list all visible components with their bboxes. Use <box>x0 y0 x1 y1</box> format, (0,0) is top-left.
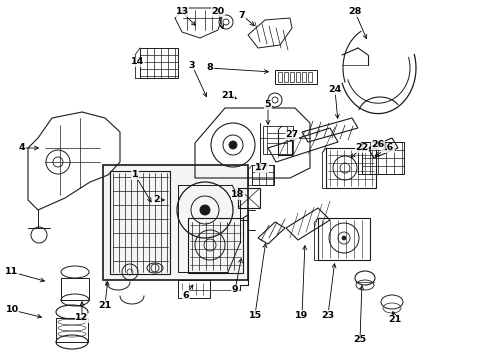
Text: 21: 21 <box>221 90 234 99</box>
Text: 28: 28 <box>347 8 361 17</box>
Text: 16: 16 <box>381 144 394 153</box>
Bar <box>61 278 89 300</box>
Bar <box>307 72 311 82</box>
Bar <box>103 165 247 280</box>
Bar <box>302 72 305 82</box>
Text: 3: 3 <box>188 60 195 69</box>
Circle shape <box>200 205 209 215</box>
Text: 4: 4 <box>19 144 25 153</box>
Bar <box>278 72 282 82</box>
Text: 18: 18 <box>231 190 244 199</box>
Text: 21: 21 <box>387 315 401 324</box>
Text: 11: 11 <box>5 267 19 276</box>
Circle shape <box>341 236 346 240</box>
Text: 24: 24 <box>328 85 341 94</box>
Bar <box>140 48 178 78</box>
Bar <box>238 188 260 208</box>
Text: 22: 22 <box>355 144 368 153</box>
Text: 13: 13 <box>175 8 188 17</box>
Bar <box>251 165 273 185</box>
Bar <box>317 218 369 260</box>
Bar <box>187 218 243 273</box>
Bar <box>263 126 292 154</box>
Text: 1: 1 <box>131 171 138 180</box>
Bar <box>274 70 316 84</box>
Bar <box>289 72 293 82</box>
Bar <box>110 171 170 274</box>
Text: 10: 10 <box>5 306 19 315</box>
Bar <box>361 142 403 174</box>
Text: 8: 8 <box>206 63 213 72</box>
Text: 12: 12 <box>75 314 88 323</box>
Bar <box>295 72 299 82</box>
Bar <box>56 318 88 342</box>
Text: 21: 21 <box>98 301 111 310</box>
Text: 7: 7 <box>238 10 245 19</box>
Text: 15: 15 <box>248 310 261 320</box>
Text: 14: 14 <box>131 58 144 67</box>
Text: 25: 25 <box>353 336 366 345</box>
Bar <box>325 148 375 188</box>
Bar <box>178 280 209 298</box>
Text: 23: 23 <box>321 310 334 320</box>
Text: 17: 17 <box>255 163 268 172</box>
Text: 5: 5 <box>264 100 271 109</box>
Text: 6: 6 <box>183 291 189 300</box>
Text: 19: 19 <box>295 310 308 320</box>
Text: 2: 2 <box>153 195 160 204</box>
Text: 27: 27 <box>285 130 298 139</box>
Text: 9: 9 <box>231 285 238 294</box>
Text: 20: 20 <box>211 8 224 17</box>
Text: 26: 26 <box>370 140 384 149</box>
Circle shape <box>228 141 237 149</box>
Bar <box>284 72 287 82</box>
